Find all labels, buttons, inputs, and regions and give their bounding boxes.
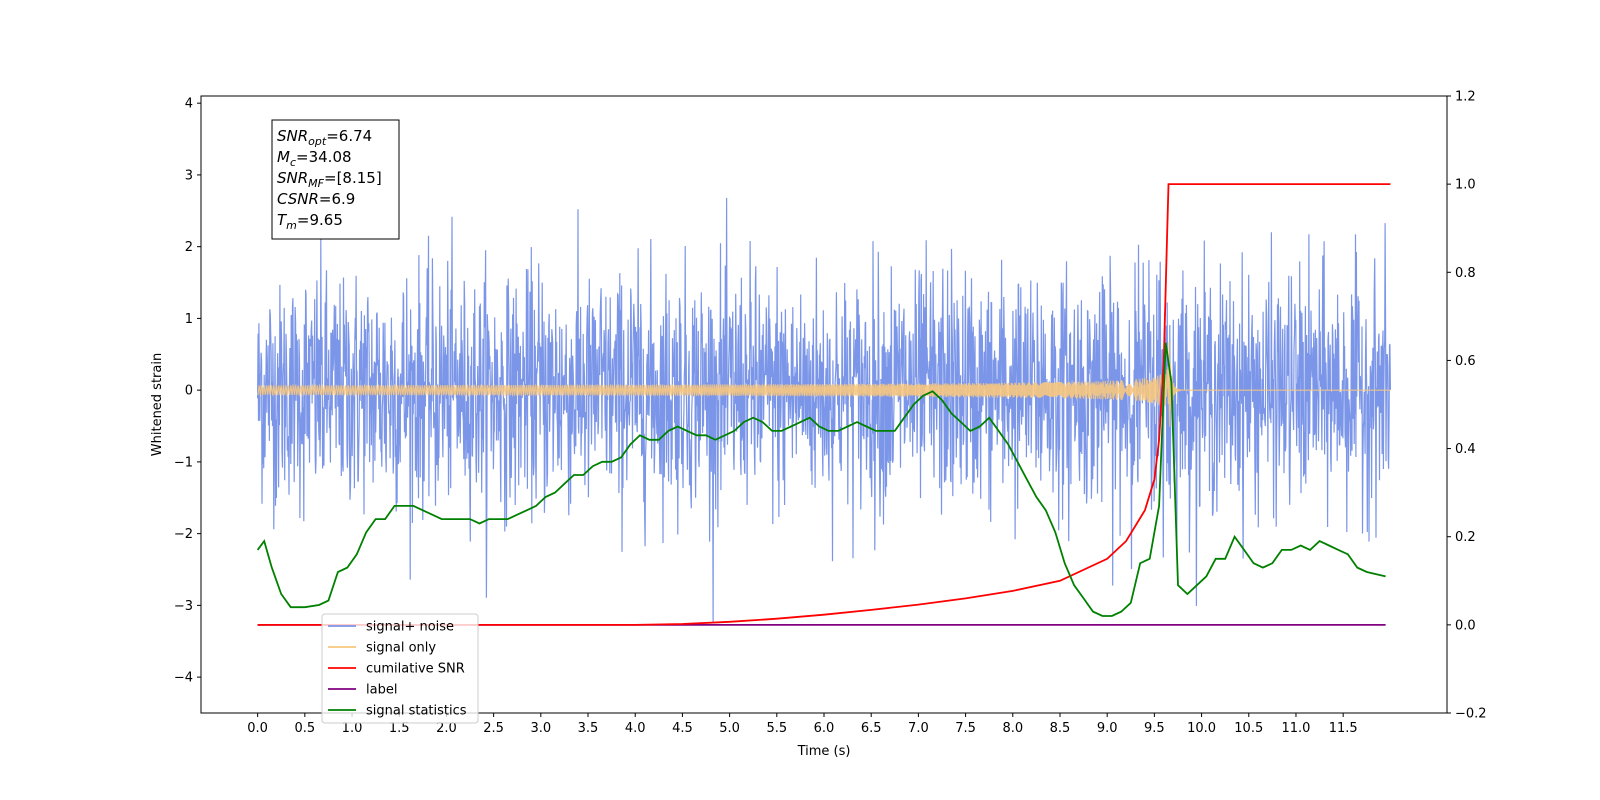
x-tick-label: 2.5: [483, 721, 504, 736]
legend: signal+ noise signal only cumilative SNR la…: [321, 613, 479, 724]
y-tick-label: −2: [174, 527, 193, 542]
x-tick-label: 4.5: [672, 721, 693, 736]
plot-area: [256, 183, 1391, 626]
x-tick-label: 0.0: [247, 721, 268, 736]
y-tick-label: 4: [185, 97, 193, 112]
y2-tick-label: 0.4: [1455, 442, 1476, 457]
x-tick-label: 3.5: [578, 721, 599, 736]
x-tick-label: 7.5: [955, 721, 976, 736]
x-tick-label: 9.0: [1097, 721, 1118, 736]
info-line: Mc=34.08: [277, 148, 352, 169]
y-tick-label: −1: [174, 455, 193, 470]
y2-tick-label: 0.6: [1455, 354, 1476, 369]
axes: 0.0 0.5 1.0 1.5 2.0 2.5 3.0 3.5 4.0 4.5 5.0 5.5 6.0 6…: [150, 90, 1487, 760]
y-tick-label: 0: [185, 384, 193, 399]
legend-label: cumilative SNR: [366, 662, 465, 677]
legend-frame: [321, 613, 479, 724]
x-tick-label: 11.5: [1329, 721, 1358, 736]
x-tick-label: 10.5: [1234, 721, 1263, 736]
info-line: SNRMF=[8.15]: [277, 169, 382, 190]
series-cumulative-snr: [257, 183, 1391, 626]
legend-label: label: [366, 683, 397, 698]
y-axis-title: Whitened strain: [150, 353, 165, 456]
x-tick-label: 6.5: [861, 721, 882, 736]
x-tick-label: 1.0: [342, 721, 363, 736]
info-line: SNRopt=6.74: [277, 127, 372, 148]
x-tick-label: 10.0: [1187, 721, 1216, 736]
info-line: CSNR=6.9: [277, 190, 355, 208]
y-tick-label: −4: [174, 671, 193, 686]
x-axis-title: Time (s): [797, 744, 851, 759]
series-signal-only: [257, 341, 1391, 427]
x-tick-label: 7.0: [908, 721, 929, 736]
y2-tick-label: 1.2: [1455, 90, 1476, 105]
y2-tick-label: 0.8: [1455, 266, 1476, 281]
legend-label: signal statistics: [366, 704, 467, 719]
x-tick-label: 5.0: [719, 721, 740, 736]
x-tick-label: 3.0: [530, 721, 551, 736]
y2-tick-label: 0.2: [1455, 530, 1476, 545]
x-tick-label: 1.5: [389, 721, 410, 736]
y2-tick-label: 1.0: [1455, 178, 1476, 193]
y-tick-label: −3: [174, 599, 193, 614]
x-tick-label: 2.0: [436, 721, 457, 736]
series-signal-statistics: [256, 342, 1386, 617]
x-tick-label: 5.5: [766, 721, 787, 736]
info-box-frame: [271, 119, 400, 240]
x-tick-label: 0.5: [294, 721, 315, 736]
legend-label: signal only: [366, 641, 436, 656]
x-tick-label: 11.0: [1281, 721, 1310, 736]
y-tick-label: 2: [185, 240, 193, 255]
y2-tick-label: −0.2: [1455, 707, 1487, 722]
y-tick-label: 3: [185, 168, 193, 183]
y2-tick-label: 0.0: [1455, 618, 1476, 633]
legend-label: signal+ noise: [366, 620, 454, 635]
info-line: Tm=9.65: [277, 211, 343, 232]
x-tick-label: 8.5: [1050, 721, 1071, 736]
x-tick-label: 4.0: [625, 721, 646, 736]
x-tick-label: 6.0: [814, 721, 835, 736]
x-tick-label: 9.5: [1144, 721, 1165, 736]
y-tick-label: 1: [185, 312, 193, 327]
x-tick-label: 8.0: [1002, 721, 1023, 736]
